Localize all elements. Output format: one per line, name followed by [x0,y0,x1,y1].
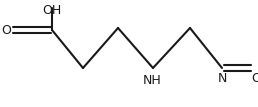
Text: N: N [217,71,227,85]
Text: NH: NH [143,74,161,86]
Text: O: O [251,71,258,85]
Text: O: O [1,24,11,36]
Text: OH: OH [42,4,62,17]
